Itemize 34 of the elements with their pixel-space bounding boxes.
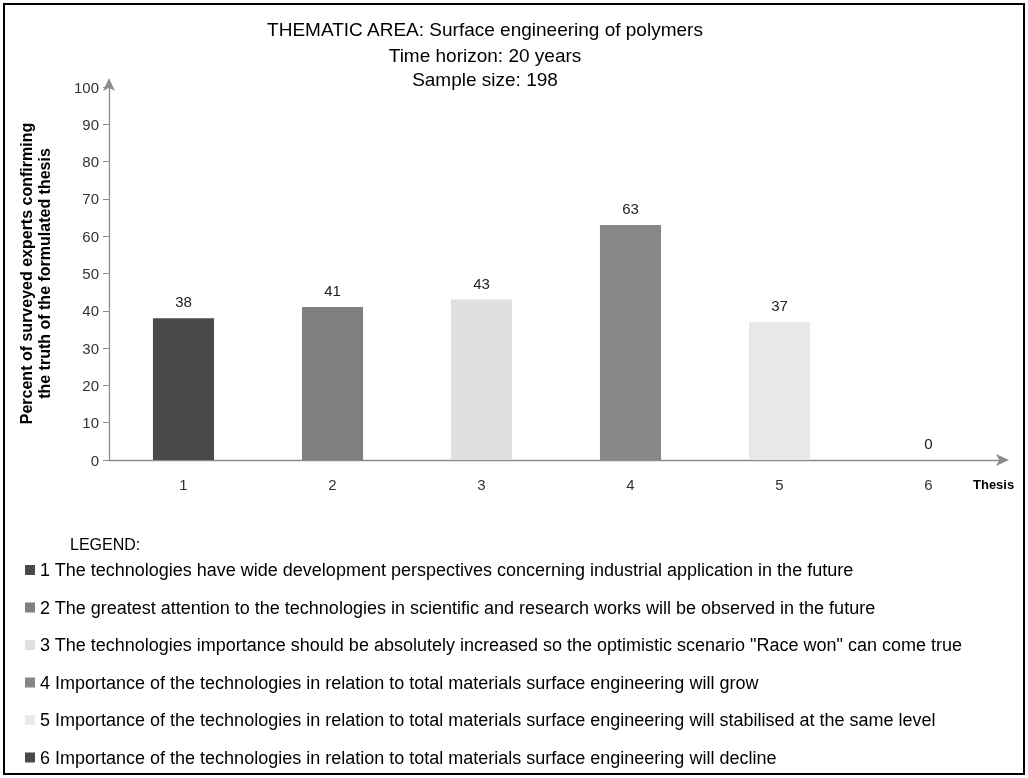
data-label: 63 [622,200,639,218]
legend-label: 1 The technologies have wide development perspectives concerning industrial application in the future [40,560,854,580]
y-tick-label: 30 [82,339,99,357]
legend-label: 6 Importance of the technologies in relation to total materials surface engineering will decline [40,747,777,768]
y-tick-label: 10 [82,414,99,432]
y-axis-title: Percent of surveyed experts confirming the truth of the formulated thesis [17,122,53,425]
x-tick-label: 4 [626,476,635,493]
data-label: 43 [473,274,490,292]
y-tick-label: 80 [82,153,99,171]
y-tick-label: 70 [82,190,99,208]
data-label: 38 [175,293,192,311]
legend-label: 2 The greatest attention to the technologies in scientific and research works will be observed in the future [40,597,876,618]
x-tick-label: 6 [924,476,933,493]
chart-title: THEMATIC AREA: Surface engineering of polymers [267,19,703,40]
legend-label: 5 Importance of the technologies in relation to total materials surface engineering will stabilised at the same level [40,710,936,730]
legend-title: LEGEND: [70,535,141,553]
x-tick-label: 5 [775,476,784,493]
y-tick-label: 40 [82,302,99,320]
chart-subtitle: Time horizon: 20 years Sample size: 198 [388,44,582,90]
data-label: 0 [924,435,933,452]
data-label: 37 [771,296,788,314]
x-axis-title: Thesis [973,477,1015,492]
x-tick-label: 2 [328,476,337,493]
x-tick-label: 3 [477,476,486,493]
y-tick-label: 60 [82,227,99,245]
x-tick-label: 1 [179,476,188,493]
y-tick-label: 20 [82,376,99,394]
y-tick-label: 90 [82,115,99,133]
legend-label: 4 Importance of the technologies in relation to total materials surface engineering will grow [40,672,760,693]
data-label: 41 [324,282,341,300]
y-tick-label: 0 [90,451,99,469]
y-tick-label: 50 [82,265,99,282]
legend-label: 3 The technologies importance should be absolutely increased so the optimistic scenario "Race won" can come true [40,635,962,655]
y-tick-label: 100 [73,78,99,96]
